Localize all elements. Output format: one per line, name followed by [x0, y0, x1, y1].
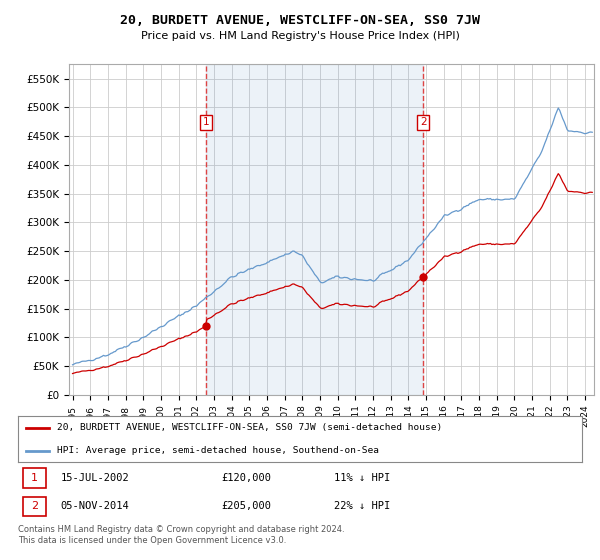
- Text: 20, BURDETT AVENUE, WESTCLIFF-ON-SEA, SS0 7JW: 20, BURDETT AVENUE, WESTCLIFF-ON-SEA, SS…: [120, 14, 480, 27]
- Text: 2: 2: [420, 117, 427, 127]
- Text: 11% ↓ HPI: 11% ↓ HPI: [334, 473, 390, 483]
- Text: 1: 1: [203, 117, 209, 127]
- Text: 1: 1: [31, 473, 38, 483]
- Text: 22% ↓ HPI: 22% ↓ HPI: [334, 501, 390, 511]
- Text: Price paid vs. HM Land Registry's House Price Index (HPI): Price paid vs. HM Land Registry's House …: [140, 31, 460, 41]
- Text: £205,000: £205,000: [221, 501, 271, 511]
- Text: 05-NOV-2014: 05-NOV-2014: [60, 501, 129, 511]
- Text: 15-JUL-2002: 15-JUL-2002: [60, 473, 129, 483]
- Text: 2: 2: [31, 501, 38, 511]
- Text: HPI: Average price, semi-detached house, Southend-on-Sea: HPI: Average price, semi-detached house,…: [58, 446, 379, 455]
- Text: 20, BURDETT AVENUE, WESTCLIFF-ON-SEA, SS0 7JW (semi-detached house): 20, BURDETT AVENUE, WESTCLIFF-ON-SEA, SS…: [58, 423, 443, 432]
- Text: Contains HM Land Registry data © Crown copyright and database right 2024.
This d: Contains HM Land Registry data © Crown c…: [18, 525, 344, 545]
- Bar: [206, 64, 423, 395]
- Bar: [23, 468, 46, 488]
- Text: £120,000: £120,000: [221, 473, 271, 483]
- Bar: [23, 497, 46, 516]
